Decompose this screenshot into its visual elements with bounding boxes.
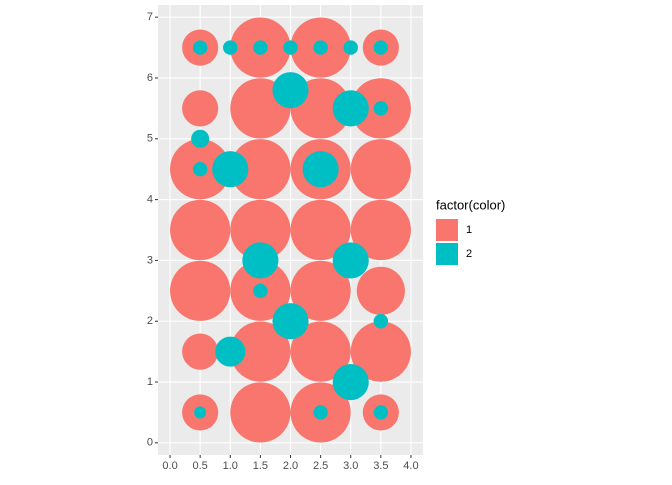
y-tick-label: 1	[147, 376, 153, 388]
point	[182, 90, 219, 127]
y-tick-label: 0	[147, 437, 153, 449]
point	[290, 321, 351, 382]
point	[223, 40, 238, 55]
y-tick-label: 7	[147, 11, 153, 23]
point	[356, 266, 405, 315]
point	[272, 72, 309, 109]
legend-key	[436, 219, 458, 241]
point	[373, 40, 389, 55]
x-tick-label: 3.0	[343, 460, 358, 472]
point	[191, 129, 210, 148]
point	[343, 40, 358, 55]
point	[350, 321, 411, 382]
marks	[170, 17, 411, 443]
point	[373, 313, 389, 329]
x-tick-label: 4.0	[403, 460, 418, 472]
point	[272, 303, 309, 340]
point	[350, 139, 411, 200]
y-tick-label: 4	[147, 194, 153, 206]
x-tick-label: 3.5	[373, 460, 388, 472]
point	[350, 199, 411, 261]
point	[192, 40, 208, 55]
point	[212, 151, 249, 188]
legend-title: factor(color)	[436, 197, 505, 212]
x-tick-label: 1.5	[253, 460, 268, 472]
y-tick-label: 2	[147, 315, 153, 327]
point	[170, 199, 231, 261]
axes: 0.0 0.5 1.0 1.5 2.0 2.5 3.0 3.5 4.0 0 1 2 3 4 5 6 7	[147, 11, 419, 472]
x-tick-label: 0.5	[193, 460, 208, 472]
point	[242, 242, 279, 279]
point	[230, 382, 291, 443]
point	[182, 333, 219, 370]
point	[290, 199, 351, 261]
point	[253, 283, 268, 299]
y-tick-label: 5	[147, 133, 153, 145]
x-tick-label: 0.0	[162, 460, 177, 472]
point	[230, 199, 291, 261]
point	[373, 405, 389, 420]
y-tick-label: 3	[147, 254, 153, 266]
point	[332, 363, 369, 401]
point	[332, 242, 369, 279]
legend: 12	[436, 219, 472, 265]
legend-key	[436, 243, 458, 265]
point	[253, 40, 268, 55]
point	[313, 40, 328, 55]
point	[194, 406, 207, 419]
point	[192, 161, 208, 177]
point	[230, 139, 291, 200]
point	[215, 336, 246, 367]
point	[313, 405, 328, 420]
point	[290, 260, 351, 321]
point	[302, 151, 339, 188]
x-tick-label: 2.5	[313, 460, 328, 472]
y-tick-label: 6	[147, 72, 153, 84]
point	[283, 40, 298, 55]
point	[332, 90, 369, 127]
x-tick-label: 2.0	[283, 460, 298, 472]
legend-label: 1	[466, 224, 472, 236]
point	[373, 101, 389, 116]
point	[170, 260, 231, 321]
point	[230, 321, 291, 382]
x-tick-label: 1.0	[223, 460, 238, 472]
legend-label: 2	[466, 248, 472, 260]
